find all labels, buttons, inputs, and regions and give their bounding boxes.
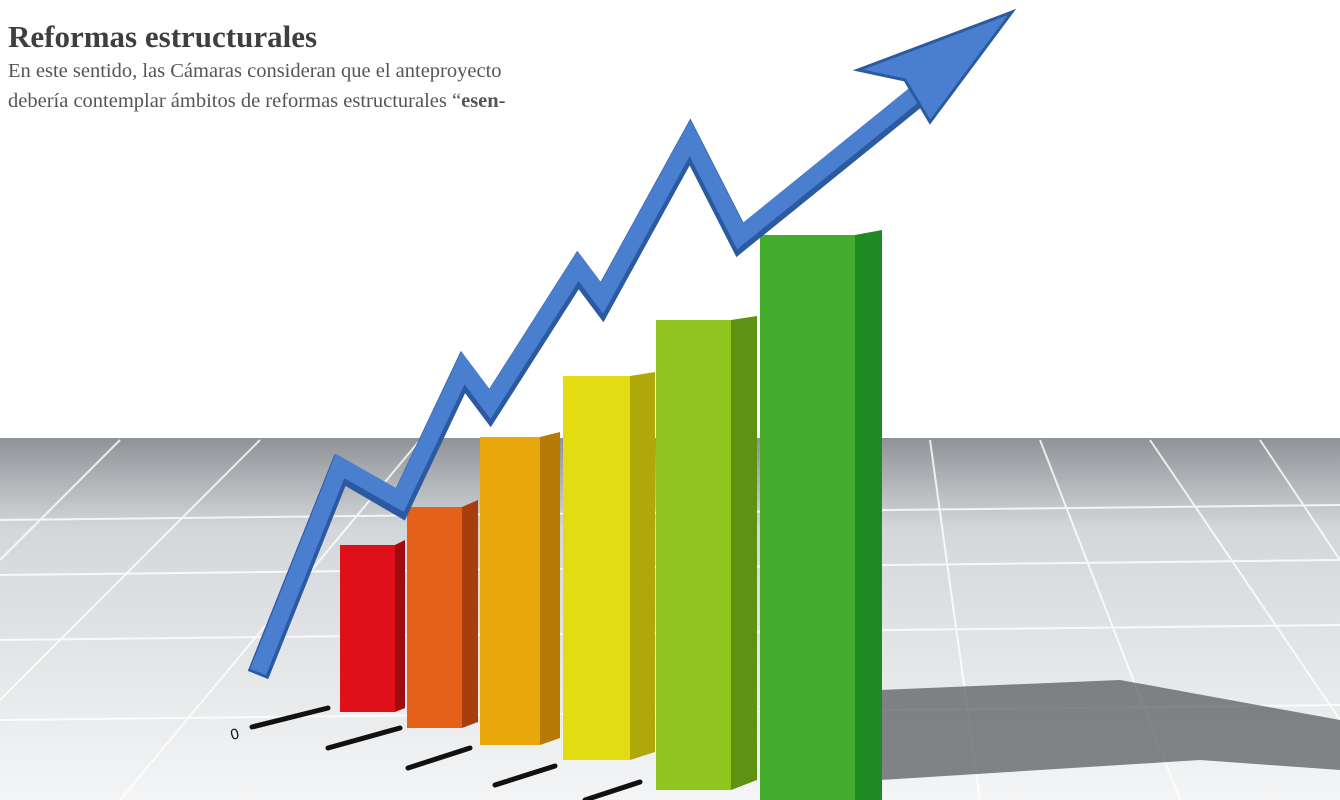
text-line: debería contemplar ámbitos de reformas e… [8,90,462,112]
arrow-head [852,8,1017,125]
trend-arrow [250,63,951,676]
axis-ticks [249,705,643,800]
text-line: En este sentido, las Cámaras consideran … [8,60,502,82]
emphasis: esen- [461,90,506,112]
shadow [880,680,1340,780]
paragraph: En este sentido, las Cámaras consideran … [8,56,506,116]
section-title: Reformas estructurales [8,19,318,54]
bars [340,230,882,800]
article-text: Reformas estructurales En este sentido, … [8,18,506,116]
